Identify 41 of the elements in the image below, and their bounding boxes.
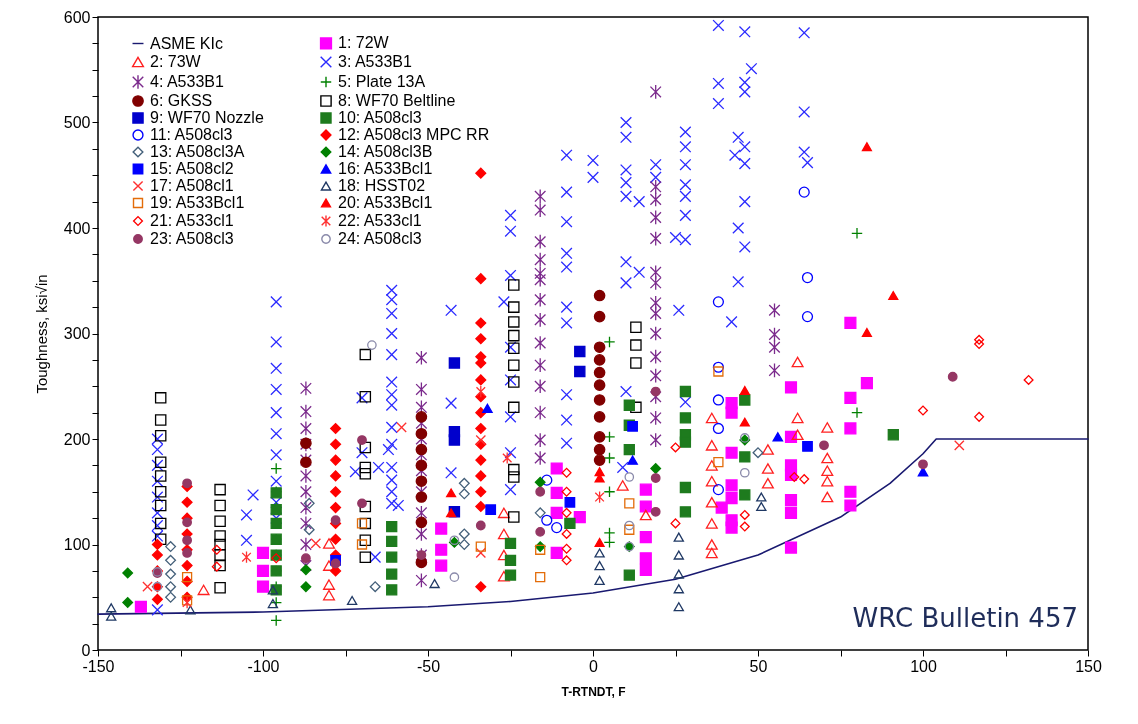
legend-label: 14: A508cl3B (338, 143, 433, 160)
legend-label: 2: 73W (150, 53, 202, 70)
legend-label: 16: A533Bcl1 (338, 160, 433, 177)
legend-label: 1: 72W (338, 34, 390, 52)
annotation: WRC Bulletin 457 (852, 603, 1078, 633)
legend-label: 17: A508cl1 (150, 177, 234, 194)
y-tick-label: 500 (63, 114, 91, 131)
legend-label: 22: A533cl1 (338, 212, 422, 229)
legend-label: ASME KIc (150, 34, 223, 52)
legend-label: 21: A533cl1 (150, 212, 234, 229)
y-tick-label: 0 (81, 641, 91, 659)
legend-label: 15: A508cl2 (150, 160, 234, 177)
x-tick-label: 150 (1075, 657, 1102, 675)
y-tick-label: 400 (63, 219, 91, 237)
legend-label: 8: WF70 Beltline (338, 92, 456, 109)
legend-label: 19: A533Bcl1 (150, 194, 245, 211)
y-tick-label: 200 (63, 430, 91, 448)
x-tick-label: -50 (416, 657, 441, 675)
legend-label: 5: Plate 13A (338, 73, 426, 90)
legend-label: 20: A533Bcl1 (338, 194, 433, 211)
x-tick-label: -150 (82, 657, 115, 675)
legend-label: 11: A508cl3 (150, 126, 233, 143)
legend-label: 12: A508cl3 MPC RR (338, 126, 490, 143)
x-tick-label: -100 (247, 657, 280, 675)
legend-label: 13: A508cl3A (150, 143, 245, 160)
legend-label: 23: A508cl3 (150, 230, 234, 247)
legend-label: 24: A508cl3 (338, 230, 422, 247)
x-axis-title: T-RTNDT, F (561, 684, 626, 699)
legend-label: 3: A533B1 (338, 53, 412, 70)
x-tick-label: 50 (749, 657, 768, 675)
y-tick-label: 300 (63, 325, 91, 342)
legend-label: 4: A533B1 (150, 73, 224, 90)
y-axis-title: Toughness, ksi√in (32, 274, 50, 394)
legend-label: 9: WF70 Nozzle (150, 109, 264, 126)
legend-label: 6: GKSS (150, 92, 213, 109)
x-tick-label: 100 (910, 657, 937, 675)
y-tick-label: 600 (63, 8, 91, 26)
legend-label: 10: A508cl3 (338, 109, 422, 126)
legend-label: 18: HSST02 (338, 177, 426, 194)
x-tick-label: 0 (589, 657, 599, 675)
y-tick-label: 100 (63, 536, 91, 553)
